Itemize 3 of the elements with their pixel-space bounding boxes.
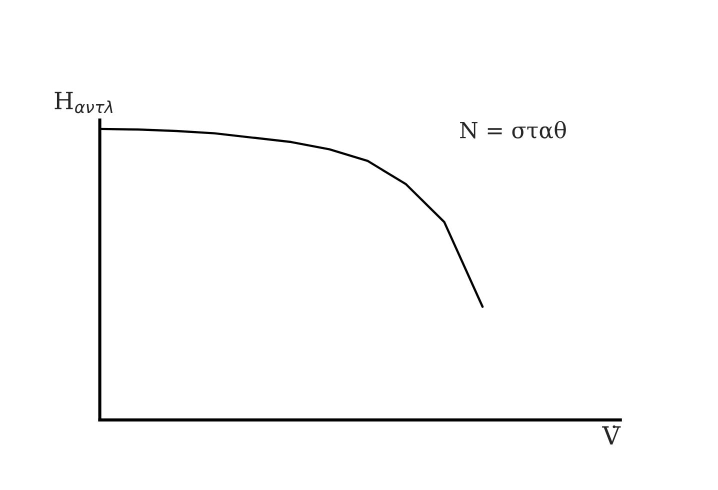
x-axis-title: V̇: [602, 425, 621, 444]
y-axis-title: H$_{αντλ}$: [54, 92, 112, 114]
annotation: N = σταθ: [460, 121, 566, 138]
